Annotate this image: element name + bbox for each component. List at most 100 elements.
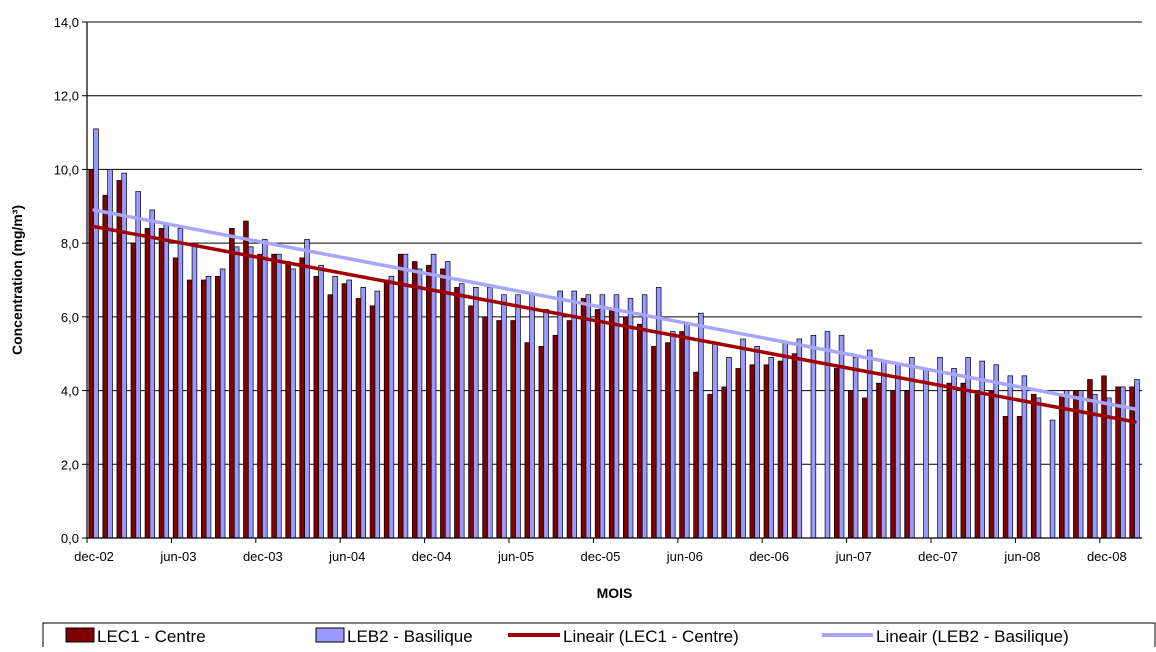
bar-lec1 (1087, 379, 1093, 539)
bar-leb2 (247, 246, 254, 539)
bar-leb2 (768, 357, 774, 539)
bar-lec1 (524, 342, 531, 539)
bar-lec1 (665, 342, 671, 539)
bar-lec1 (1016, 416, 1023, 539)
y-tick-label: 4,0 (61, 384, 79, 399)
bar-lec1 (608, 309, 615, 539)
bar-lec1 (130, 242, 137, 539)
x-axis-title: MOIS (597, 585, 633, 601)
bar-leb2 (684, 323, 690, 539)
x-tick-label: jun-08 (1003, 549, 1040, 564)
y-tick-label: 14,0 (54, 15, 79, 30)
x-tick-label: jun-03 (159, 549, 196, 564)
bar-lec1 (229, 228, 235, 539)
x-tick-label: dec-08 (1087, 549, 1127, 564)
legend-swatch-lec1 (65, 627, 95, 643)
bar-lec1 (186, 279, 193, 539)
bar-lec1 (538, 345, 545, 539)
axes: 0,0 2,0 4,0 6,0 8,0 10,0 12,0 14,0 dec-02 jun-03 d… (54, 15, 1142, 564)
bar-leb2 (360, 287, 367, 539)
bar-lec1 (172, 257, 179, 539)
bar-leb2 (585, 294, 592, 539)
x-tick-label: dec-07 (918, 549, 958, 564)
bar-leb2 (993, 364, 1000, 539)
bar-leb2 (444, 261, 451, 539)
bar-lec1 (383, 279, 390, 539)
bar-lec1 (299, 257, 305, 539)
bar-leb2 (698, 312, 704, 539)
bar-lec1 (763, 364, 770, 539)
y-tick-label: 2,0 (61, 457, 79, 472)
bar-leb2 (1063, 390, 1070, 539)
bar-leb2 (782, 342, 789, 539)
bar-lec1 (637, 323, 643, 539)
bar-leb2 (430, 253, 437, 539)
bar-leb2 (571, 290, 578, 539)
bar-leb2 (866, 349, 873, 539)
bar-lec1 (454, 287, 460, 539)
bar-lec1 (580, 298, 587, 539)
bar-leb2 (416, 268, 423, 539)
bar-lec1 (721, 386, 727, 539)
bar-leb2 (979, 360, 985, 539)
bar-leb2 (473, 287, 479, 539)
bar-lec1 (327, 294, 334, 539)
bar-lec1 (777, 360, 784, 539)
bar-leb2 (304, 239, 310, 539)
bar-leb2 (923, 368, 929, 539)
bar-leb2 (107, 169, 113, 539)
bar-leb2 (1049, 419, 1056, 539)
x-tick-label: dec-05 (581, 549, 621, 564)
bar-lec1 (496, 320, 502, 539)
bar-lec1 (355, 298, 362, 539)
legend-label-leb2-trend: Lineair (LEB2 - Basilique) (876, 627, 1069, 646)
bar-leb2 (543, 309, 549, 539)
bar-lec1 (707, 393, 713, 539)
bar-lec1 (158, 228, 165, 539)
bar-lec1 (426, 264, 432, 539)
bar-lec1 (1030, 393, 1037, 539)
bar-lec1 (1059, 393, 1065, 539)
y-tick-label: 12,0 (54, 89, 79, 104)
y-tick-label: 0,0 (61, 531, 79, 546)
bar-lec1 (735, 368, 742, 539)
bar-lec1 (440, 268, 446, 539)
y-axis-title: Concentration (mg/m³) (9, 205, 25, 355)
bar-lec1 (257, 253, 263, 539)
bar-leb2 (852, 357, 859, 539)
bar-leb2 (346, 279, 352, 539)
bar-lec1 (271, 253, 277, 539)
trendline-lec1 (92, 224, 1137, 424)
bar-lec1 (946, 382, 953, 539)
bar-leb2 (529, 294, 535, 539)
bars (88, 128, 1140, 539)
bar-leb2 (191, 242, 198, 539)
bar-leb2 (712, 342, 718, 539)
x-tick-label: jun-07 (835, 549, 872, 564)
bar-leb2 (177, 228, 184, 539)
bar-leb2 (965, 357, 971, 539)
bar-lec1 (988, 390, 995, 539)
bar-leb2 (332, 275, 338, 539)
bar-leb2 (669, 331, 676, 539)
bar-leb2 (276, 253, 282, 539)
bar-leb2 (388, 275, 395, 539)
bar-lec1 (622, 316, 629, 539)
bar-leb2 (1035, 397, 1042, 539)
legend-label-lec1: LEC1 - Centre (97, 627, 206, 646)
bar-lec1 (848, 390, 854, 539)
bar-leb2 (557, 290, 563, 539)
bar-leb2 (402, 253, 409, 539)
bar-leb2 (1120, 386, 1126, 539)
bar-lec1 (215, 275, 221, 539)
bar-leb2 (726, 357, 732, 539)
trendlines (92, 208, 1137, 424)
bar-leb2 (121, 172, 127, 539)
bar-leb2 (754, 345, 760, 539)
bar-leb2 (599, 294, 606, 539)
bar-leb2 (163, 224, 170, 539)
bar-lec1 (88, 169, 94, 539)
bar-leb2 (951, 368, 957, 539)
bar-leb2 (613, 294, 620, 539)
